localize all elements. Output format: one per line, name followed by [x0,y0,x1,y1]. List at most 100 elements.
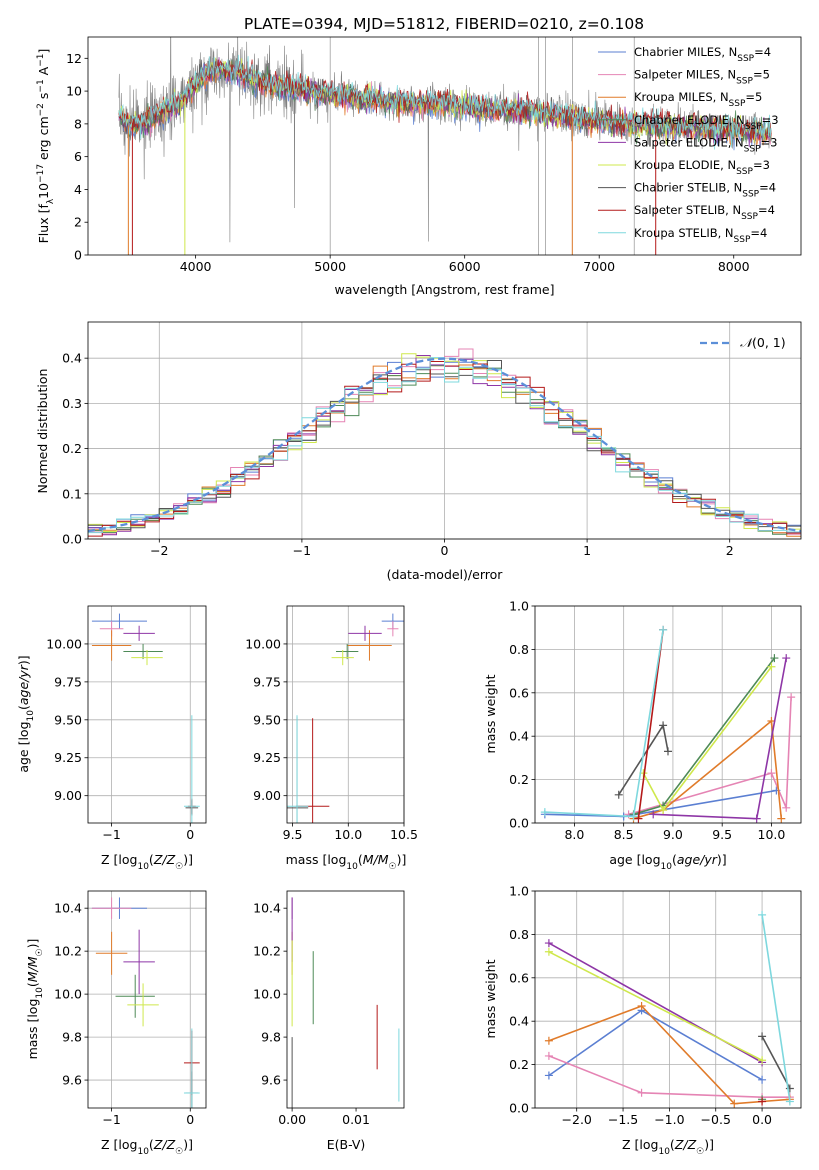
y-tick-label: 0.4 [509,729,529,744]
axes-frame [286,605,405,824]
y-tick-label: 0.0 [509,816,529,831]
age-vs-Z-axes: −1 0 9.00 9.25 9.50 9.75 10.00 Z [log10(Z/Z☉)] a… [16,605,207,872]
weight-marker [758,1056,767,1065]
x-tick-label: −2 [150,543,168,558]
axes-frame [534,890,802,1109]
axes-frame [87,36,802,256]
weight-marker [659,805,668,814]
plot-content [287,613,404,823]
error-bar-marker [131,650,163,666]
legend-label: Chabrier MILES, NSSP=4 [634,45,771,64]
y-tick-label: 0.2 [509,772,529,787]
y-tick-label: 10.0 [54,987,82,1002]
weight-marker [614,790,623,799]
weight-marker [649,810,658,819]
mass-vs-Z-axes: −1 0 9.6 9.8 10.0 10.2 10.4 Z [log10(Z/Z☉)] mass… [25,890,207,1157]
y-tick-label: 0.6 [509,685,529,700]
y-tick-label: 0.6 [509,970,529,985]
weight-marker [544,1071,553,1080]
y-tick-label: 9.00 [54,788,82,803]
x-tick-label: 0.01 [342,1112,370,1127]
y-tick-label: 0.1 [62,486,82,501]
y-tick-label: 0.2 [62,441,82,456]
weight-marker [785,1097,794,1106]
plot-content [291,897,400,1108]
x-tick-label: −1.0 [654,1112,684,1127]
error-bar-marker [183,715,200,823]
legend-label: Chabrier STELIB, NSSP=4 [634,181,776,200]
y-tick-label: 9.00 [253,788,281,803]
plot-content [88,348,801,538]
y-tick-label: 0.0 [62,532,82,547]
error-bar-marker [115,974,155,1018]
plot-content [91,613,200,823]
axes-frame [534,605,802,824]
y-tick-label: 10.2 [54,944,82,959]
x-tick-label: −1 [102,1112,120,1127]
weight-marker [758,1032,767,1041]
legend-label: Salpeter ELODIE, NSSP=3 [634,135,777,154]
x-tick-label: 10.5 [390,827,418,842]
x-tick-label: 9.5 [283,827,303,842]
y-tick-label: 10.4 [253,901,281,916]
weight-line [548,951,763,1062]
y-axis-label: mass weight [483,674,498,753]
plot-content [91,897,200,1108]
y-tick-label: 12 [66,51,82,66]
mass-vs-EBV-axes: 0.00 0.01 9.6 9.8 10.0 10.2 10.4 E(B-V) [253,890,405,1152]
error-bar-marker [127,983,159,1027]
x-tick-label: 0.0 [752,1112,772,1127]
x-axis-label: wavelength [Angstrom, rest frame] [334,282,554,297]
legend-label: Kroupa ELODIE, NSSP=3 [634,158,770,177]
y-tick-label: 10.4 [54,901,82,916]
x-tick-label: −2.0 [562,1112,592,1127]
x-axis-label: age [log10(age/yr)] [609,852,726,872]
y-tick-label: 4 [74,182,82,197]
weight-marker [544,939,553,948]
spectrum-axes: 4000 5000 6000 7000 8000 0 2 4 6 8 10 12 wavelength … [36,36,802,297]
axes-frame [87,321,802,540]
y-tick-label: 9.50 [253,712,281,727]
y-tick-label: 9.8 [261,1030,281,1045]
x-tick-label: 5000 [314,259,346,274]
x-tick-label: 8.5 [614,827,634,842]
y-tick-label: 1.0 [509,599,529,614]
weight-marker [637,1002,646,1011]
y-axis-label: mass weight [483,959,498,1038]
y-tick-label: 9.75 [54,674,82,689]
weight-marker [659,721,668,730]
error-bar-marker [331,650,354,666]
y-tick-label: 9.75 [253,674,281,689]
weight-series [634,625,668,823]
weight-marker [752,814,761,823]
x-tick-label: 10.0 [758,827,786,842]
x-tick-label: 9.5 [712,827,732,842]
weight-line [637,629,664,819]
y-tick-label: 10 [66,84,82,99]
x-tick-label: 0 [441,543,449,558]
weight-vs-age-axes: 8.0 8.5 9.0 9.5 10.0 0.0 0.2 0.4 0.6 0.8 1.0 age [l… [483,599,802,872]
x-axis-label: Z [log10(Z/Z☉)] [101,852,193,872]
weight-marker [777,814,786,823]
plot-content [544,910,794,1108]
x-tick-label: 9.0 [663,827,683,842]
weight-line [761,1036,791,1089]
legend-label: Kroupa MILES, NSSP=5 [634,90,762,109]
weight-line [628,697,792,816]
weight-line [544,789,777,818]
model-line [118,59,772,143]
legend: 𝒩(0, 1) [700,335,786,350]
y-tick-label: 6 [74,149,82,164]
normal-curve [88,357,801,533]
y-tick-label: 10.0 [253,987,281,1002]
weight-marker [544,1051,553,1060]
weight-vs-Z-axes: −2.0 −1.5 −1.0 −0.5 0.0 0.0 0.2 0.4 0.6 0.8 1.0 Z [… [483,884,802,1157]
age-vs-mass-axes: 9.5 10.0 10.5 9.00 9.25 9.50 9.75 10.00 mass [lo… [245,605,418,872]
weight-marker [782,654,791,663]
error-bar-marker [287,715,309,823]
legend-label: 𝒩(0, 1) [740,335,786,350]
y-tick-label: 9.8 [62,1030,82,1045]
y-tick-label: 9.50 [54,712,82,727]
x-tick-label: 7000 [583,259,615,274]
